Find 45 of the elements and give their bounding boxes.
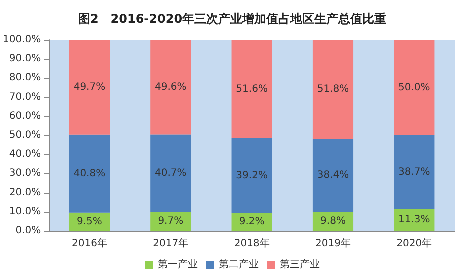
data-label: 9.7% bbox=[158, 216, 184, 228]
y-tick-label: 10.0% bbox=[9, 206, 42, 218]
chart-title: 图2 2016-2020年三次产业增加值占地区生产总值比重 bbox=[78, 12, 387, 26]
data-label: 49.7% bbox=[74, 82, 106, 93]
y-tick-label: 90.0% bbox=[9, 54, 42, 65]
x-tick-label: 2017年 bbox=[153, 238, 189, 250]
bar bbox=[150, 40, 192, 135]
bar bbox=[394, 40, 435, 136]
bar bbox=[232, 138, 272, 214]
y-tick-label: 100.0% bbox=[2, 34, 42, 46]
legend-label: 第三产业 bbox=[280, 258, 320, 270]
x-tick-label: 2018年 bbox=[234, 238, 270, 250]
legend-label: 第一产业 bbox=[158, 258, 198, 270]
data-label: 9.2% bbox=[239, 216, 265, 228]
y-tick-label: 80.0% bbox=[9, 72, 42, 84]
bar bbox=[69, 134, 110, 213]
bar bbox=[394, 136, 435, 210]
data-label: 11.3% bbox=[398, 214, 430, 226]
data-label: 38.7% bbox=[398, 166, 430, 178]
y-tick-label: 0.0% bbox=[16, 226, 42, 236]
y-tick-label: 70.0% bbox=[9, 92, 42, 103]
bar bbox=[232, 40, 272, 139]
data-label: 9.5% bbox=[77, 216, 102, 228]
legend-label: 第二产业 bbox=[219, 258, 259, 270]
bar bbox=[312, 40, 354, 139]
data-label: 40.8% bbox=[74, 168, 106, 180]
x-tick-label: 2019年 bbox=[316, 238, 351, 250]
y-tick-label: 30.0% bbox=[9, 168, 42, 180]
bar bbox=[312, 138, 354, 212]
y-tick-label: 50.0% bbox=[9, 130, 42, 141]
bar bbox=[69, 40, 110, 135]
bar bbox=[150, 134, 192, 212]
y-tick-label: 20.0% bbox=[9, 187, 42, 198]
data-label: 39.2% bbox=[236, 170, 268, 182]
data-label: 51.8% bbox=[317, 84, 350, 95]
y-tick-label: 40.0% bbox=[9, 149, 42, 160]
x-tick-label: 2016年 bbox=[72, 238, 108, 250]
data-label: 49.6% bbox=[155, 82, 187, 93]
data-label: 38.4% bbox=[317, 170, 350, 182]
data-label: 40.7% bbox=[155, 168, 187, 180]
data-label: 50.0% bbox=[398, 82, 430, 94]
y-tick-label: 60.0% bbox=[9, 110, 42, 122]
x-tick-label: 2020年 bbox=[396, 238, 432, 250]
data-label: 9.8% bbox=[320, 216, 346, 228]
data-label: 51.6% bbox=[236, 84, 268, 95]
